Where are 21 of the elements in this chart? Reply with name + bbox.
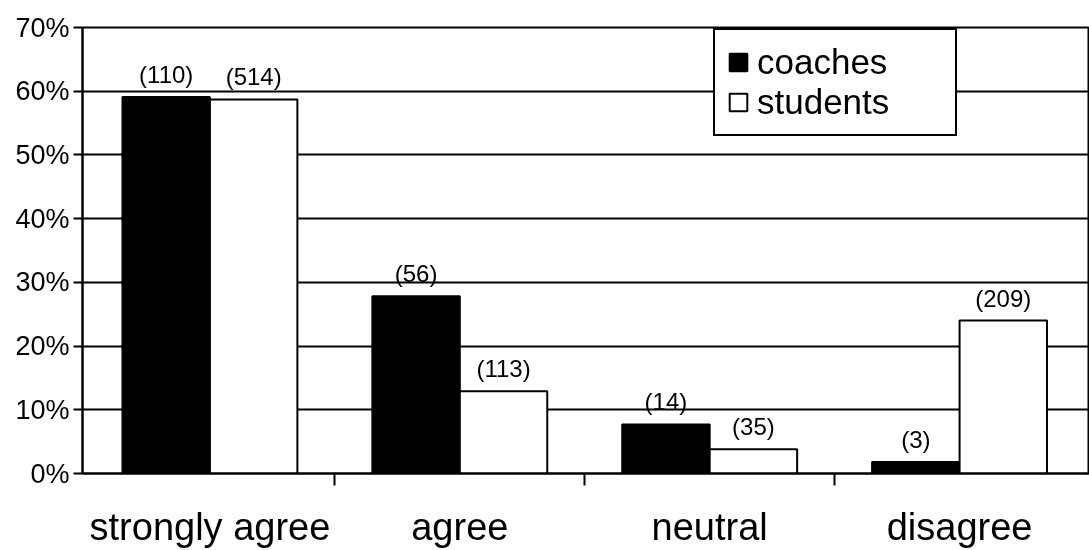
annotation: (35) (732, 413, 775, 441)
annotation: (110) (139, 60, 194, 88)
annotation: (514) (225, 63, 282, 91)
y-tick-label: 40% (15, 203, 70, 234)
y-tick-label: 10% (15, 394, 70, 425)
y-tick-label: 20% (15, 331, 70, 362)
annotation: (113) (476, 355, 531, 383)
x-tick-label: neutral (651, 505, 768, 548)
y-tick-label: 50% (15, 139, 70, 170)
y-tick-label: 70% (15, 12, 70, 43)
annotation: (56) (394, 260, 438, 288)
y-tick-label: 0% (30, 458, 70, 489)
x-tick-label: strongly agree (89, 505, 331, 548)
annotation: (209) (975, 284, 1032, 312)
annotation: (3) (901, 426, 931, 454)
x-tick-label: agree (411, 505, 509, 548)
legend-label: students (757, 82, 891, 122)
y-tick-label: 30% (15, 267, 70, 298)
legend-label: coaches (757, 42, 889, 82)
x-tick-label: disagree (886, 505, 1033, 548)
y-tick-label: 60% (15, 76, 70, 107)
